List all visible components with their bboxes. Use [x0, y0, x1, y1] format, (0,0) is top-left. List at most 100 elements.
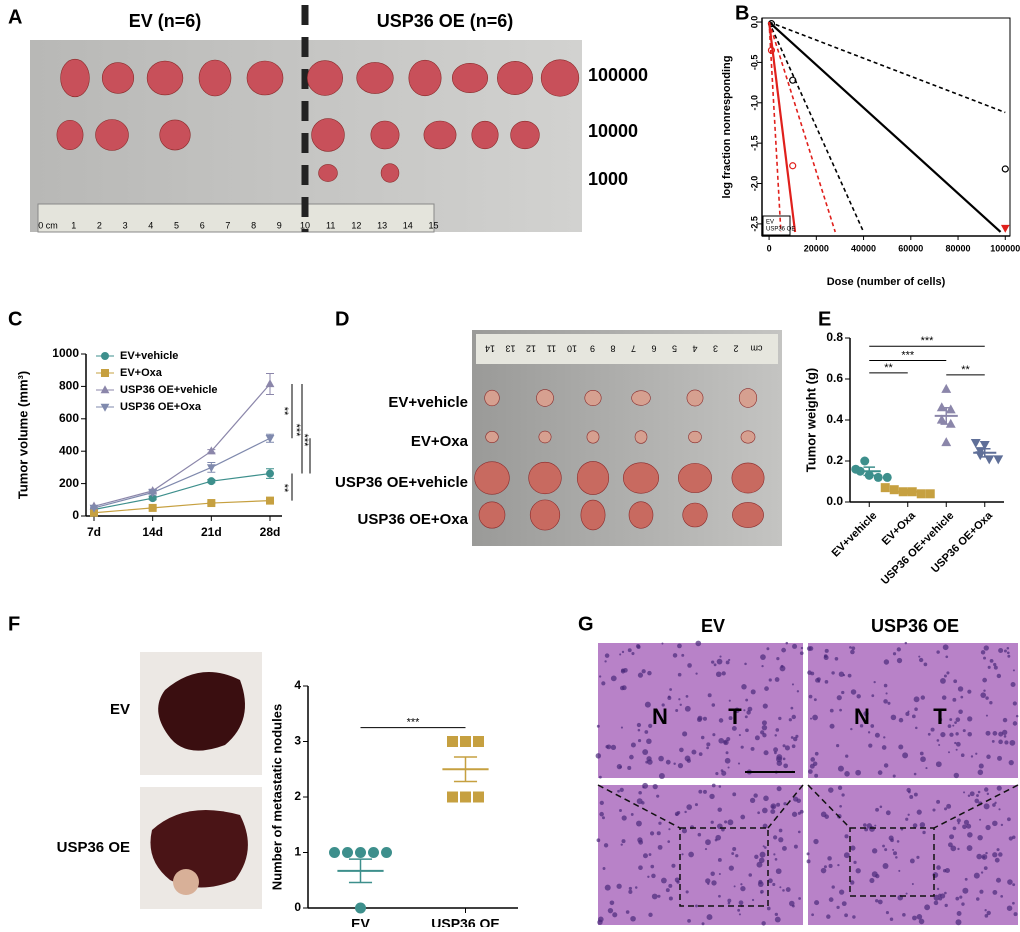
nucleus: [629, 754, 634, 760]
nucleus: [709, 793, 715, 800]
nucleus: [596, 724, 600, 728]
nucleus: [977, 790, 981, 794]
nucleus: [955, 748, 958, 751]
nucleus: [758, 857, 765, 864]
nucleus: [1002, 717, 1008, 723]
zoom-line: [933, 784, 1019, 829]
nucleus: [994, 801, 997, 804]
nucleus: [716, 658, 723, 665]
nucleus: [811, 913, 814, 917]
tumor: [738, 388, 758, 408]
nucleus: [796, 690, 800, 693]
nucleus: [682, 731, 688, 737]
nucleus: [728, 699, 731, 702]
ruler-label: 10: [567, 344, 577, 354]
ci-line: [768, 21, 1006, 114]
nucleus: [774, 912, 779, 917]
nucleus: [898, 717, 904, 723]
nucleus: [823, 654, 828, 658]
marker: [460, 791, 471, 803]
tumor: [634, 430, 648, 444]
x-tick-label: 28d: [260, 525, 281, 539]
nucleus: [810, 757, 816, 762]
nucleus: [727, 766, 730, 769]
column-label: USP36 OE: [871, 616, 959, 636]
nucleus: [651, 893, 658, 900]
nucleus: [772, 882, 776, 886]
nucleus: [850, 649, 855, 655]
nucleus: [933, 894, 940, 901]
nucleus: [938, 743, 941, 747]
nucleus: [744, 662, 747, 666]
nucleus: [806, 859, 811, 864]
nucleus: [681, 653, 685, 657]
nucleus: [853, 860, 857, 865]
nucleus: [700, 735, 705, 740]
nucleus: [967, 832, 973, 838]
nucleus: [810, 671, 815, 676]
nucleus: [630, 915, 636, 922]
nucleus: [790, 736, 794, 739]
legend-label: USP36 OE+Oxa: [120, 401, 202, 413]
ruler-label: 14: [485, 344, 495, 354]
y-tick-label: 1: [294, 845, 301, 859]
nucleus: [774, 858, 778, 861]
nucleus: [604, 884, 611, 891]
nucleus: [816, 677, 821, 682]
nucleus: [808, 694, 813, 699]
nucleus: [923, 662, 928, 667]
nucleus: [620, 726, 623, 729]
marker: [925, 489, 935, 499]
nucleus: [828, 897, 834, 902]
nucleus: [621, 815, 627, 821]
nucleus: [775, 728, 780, 732]
nucleus: [985, 696, 989, 700]
nucleus: [875, 873, 880, 879]
nucleus: [598, 775, 602, 779]
nucleus: [725, 751, 729, 755]
nucleus: [607, 907, 614, 914]
nucleus: [759, 851, 766, 858]
legend-label: EV+vehicle: [120, 350, 178, 362]
nucleus: [727, 901, 731, 905]
nucleus: [877, 899, 883, 905]
nucleus: [775, 868, 782, 875]
marker: [206, 464, 216, 473]
nucleus: [1012, 721, 1018, 726]
nucleus: [1009, 739, 1016, 746]
nucleus: [638, 790, 642, 795]
nucleus: [924, 904, 931, 911]
nucleus: [776, 754, 783, 761]
sem-bar: [453, 756, 478, 783]
nucleus: [975, 752, 978, 755]
marker: [90, 508, 98, 517]
ruler-label: 6: [200, 220, 205, 230]
nucleus: [616, 764, 622, 770]
tumor: [451, 63, 489, 93]
nucleus: [792, 643, 798, 649]
dose-label: 1000: [588, 169, 628, 189]
nucleus: [684, 705, 691, 712]
nucleus: [638, 839, 644, 845]
nucleus: [870, 724, 875, 728]
liver: [158, 672, 245, 751]
tumor: [146, 60, 184, 96]
nucleus: [859, 724, 864, 728]
x-tick-label: 21d: [201, 525, 222, 539]
nucleus: [711, 660, 715, 664]
nucleus: [955, 896, 960, 901]
significance: **: [884, 362, 893, 374]
panel-label: A: [8, 6, 22, 28]
nucleus: [974, 798, 980, 804]
series-line: [93, 383, 271, 507]
nucleus: [650, 864, 655, 869]
nucleus: [754, 735, 760, 741]
nucleus: [936, 739, 940, 742]
marker: [265, 435, 275, 444]
nucleus: [1012, 883, 1016, 887]
nucleus: [718, 737, 725, 744]
marker: [89, 504, 99, 513]
ci-line: [768, 21, 782, 233]
nucleus: [718, 718, 724, 723]
nucleus: [979, 889, 984, 894]
